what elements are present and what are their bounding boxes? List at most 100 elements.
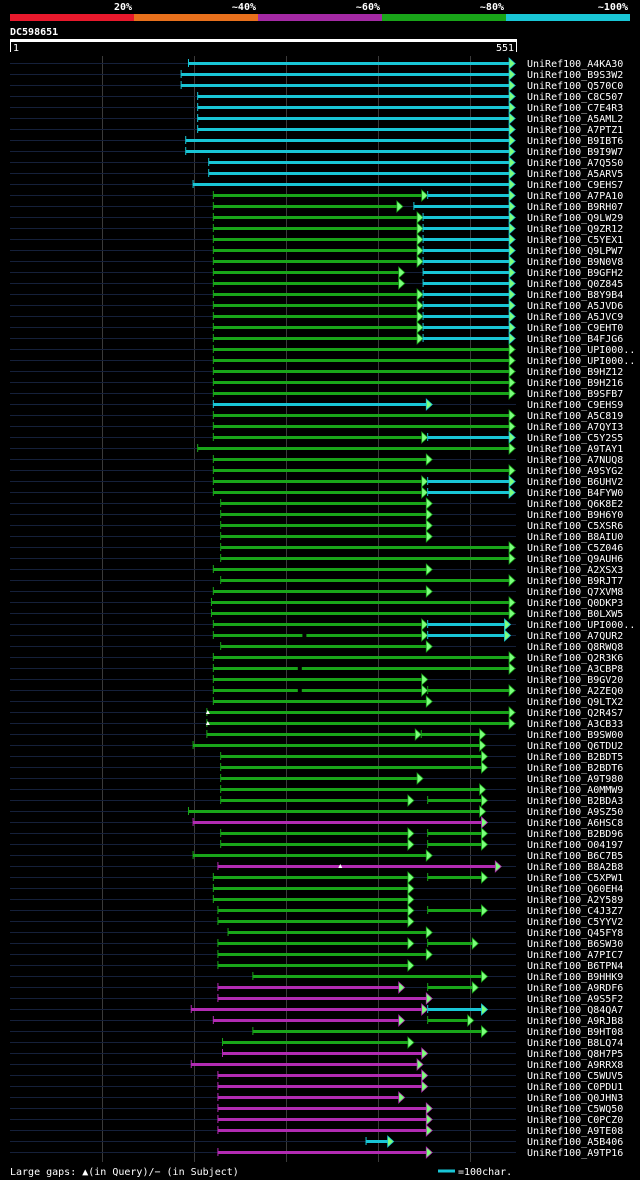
hit-label: UniRef100_B6C7B5 xyxy=(527,851,623,862)
hit-segment xyxy=(427,491,511,494)
segment-arrow xyxy=(481,750,489,763)
hit-segment xyxy=(423,227,511,230)
hit-label: UniRef100_Q2R4S7 xyxy=(527,708,623,719)
hit-row: UniRef100_B9RJT7 xyxy=(10,574,623,587)
segment-arrow xyxy=(508,310,516,323)
hit-segment xyxy=(427,689,511,692)
hit-row: UniRef100_UPI000.. xyxy=(10,618,635,631)
hit-label: UniRef100_C5WUV5 xyxy=(527,1071,623,1082)
hit-row: UniRef100_C9EHS9 xyxy=(10,398,623,411)
hit-segment xyxy=(213,205,398,208)
hit-segment xyxy=(220,777,419,780)
segment-arrow xyxy=(414,728,422,741)
hit-segment xyxy=(222,1041,409,1044)
segment-arrow xyxy=(396,200,404,213)
hit-segment xyxy=(213,634,423,637)
hit-row: UniRef100_Q6TDU2 xyxy=(10,739,623,752)
segment-arrow xyxy=(481,816,489,829)
segment-arrow xyxy=(508,574,516,587)
segment-arrow xyxy=(479,728,487,741)
hit-segment xyxy=(427,876,483,879)
hit-label: UniRef100_A4KA30 xyxy=(527,59,623,70)
hit-segment xyxy=(421,733,481,736)
hit-segment xyxy=(213,436,423,439)
hit-segment xyxy=(181,84,511,87)
hit-segment xyxy=(423,337,511,340)
segment-arrow xyxy=(407,871,415,884)
hit-label: UniRef100_A2ZEQ0 xyxy=(527,686,623,697)
hit-segment xyxy=(213,260,419,263)
segment-arrow xyxy=(508,101,516,114)
hit-segment xyxy=(191,1008,423,1011)
segment-arrow xyxy=(508,442,516,455)
hit-row: UniRef100_Q6K8E2 xyxy=(10,497,623,510)
hit-row: UniRef100_Q9AUH6 xyxy=(10,552,623,565)
hit-segment xyxy=(213,282,400,285)
segment-arrow xyxy=(425,1113,433,1126)
hit-row: UniRef100_A7PA10 xyxy=(10,189,623,202)
segment-arrow xyxy=(421,673,429,686)
hit-row: UniRef100_C7E4R3 xyxy=(10,101,623,114)
scale-segment xyxy=(382,14,506,21)
hit-label: UniRef100_B2BD96 xyxy=(527,829,623,840)
hit-segment xyxy=(206,711,511,714)
hit-row: UniRef100_A9TAY1 xyxy=(10,442,623,455)
hit-segment xyxy=(206,733,417,736)
hit-row: UniRef100_A5B406 xyxy=(10,1135,623,1148)
hit-label: UniRef100_A9RJB8 xyxy=(527,1016,623,1027)
segment-arrow xyxy=(481,1003,489,1016)
segment-arrow xyxy=(508,343,516,356)
scale-label: =100char. xyxy=(458,1167,512,1178)
hit-segment xyxy=(217,997,428,1000)
hit-segment xyxy=(423,315,511,318)
hit-label: UniRef100_Q45FY8 xyxy=(527,928,623,939)
segment-arrow xyxy=(508,486,516,499)
hit-label: UniRef100_B4FYW0 xyxy=(527,488,623,499)
hit-segment xyxy=(208,161,511,164)
hit-label: UniRef100_A5B406 xyxy=(527,1137,623,1148)
hit-label: UniRef100_B9GV20 xyxy=(527,675,623,686)
segment-arrow xyxy=(416,1058,424,1071)
segment-arrow xyxy=(416,255,424,268)
hit-row: UniRef100_B9HHK9 xyxy=(10,970,623,983)
segment-arrow xyxy=(425,926,433,939)
hit-segment xyxy=(413,205,511,208)
hit-label: UniRef100_B9RJT7 xyxy=(527,576,623,587)
hit-segment xyxy=(213,590,428,593)
hit-segment xyxy=(185,139,511,142)
hit-segment xyxy=(427,799,483,802)
segment-arrow xyxy=(416,222,424,235)
hit-label: UniRef100_A6HSC8 xyxy=(527,818,623,829)
hit-segment xyxy=(217,909,409,912)
hit-row: UniRef100_B9H216 xyxy=(10,376,623,389)
hit-segment xyxy=(427,832,483,835)
segment-arrow xyxy=(508,277,516,290)
segment-arrow xyxy=(508,68,516,81)
hit-row: UniRef100_A2Y589 xyxy=(10,893,623,906)
segment-arrow xyxy=(508,90,516,103)
hit-row: UniRef100_A5JVD6 xyxy=(10,299,623,312)
hit-segment xyxy=(188,810,481,813)
hit-segment xyxy=(427,436,511,439)
hit-label: UniRef100_B9HT08 xyxy=(527,1027,623,1038)
hit-label: UniRef100_Q0DKP3 xyxy=(527,598,623,609)
segment-arrow xyxy=(407,827,415,840)
hit-label: UniRef100_C0PCZ0 xyxy=(527,1115,623,1126)
hit-segment xyxy=(213,568,428,571)
hit-row: UniRef100_C8C507 xyxy=(10,90,623,103)
segment-arrow xyxy=(421,475,429,488)
hit-segment xyxy=(213,480,423,483)
hit-row: UniRef100_UPI000.. xyxy=(10,354,635,367)
hit-row: UniRef100_Q60EH4 xyxy=(10,882,623,895)
grid-lines xyxy=(102,56,471,1162)
hit-label: UniRef100_Q0Z845 xyxy=(527,279,623,290)
segment-arrow xyxy=(416,211,424,224)
hit-label: UniRef100_B0LXW5 xyxy=(527,609,623,620)
hit-segment xyxy=(193,183,511,186)
query-bar xyxy=(10,39,517,42)
hit-segment xyxy=(213,326,419,329)
hit-segment xyxy=(197,95,511,98)
hit-row: UniRef100_A9SYG2 xyxy=(10,464,623,477)
segment-arrow xyxy=(479,739,487,752)
segment-arrow xyxy=(508,222,516,235)
